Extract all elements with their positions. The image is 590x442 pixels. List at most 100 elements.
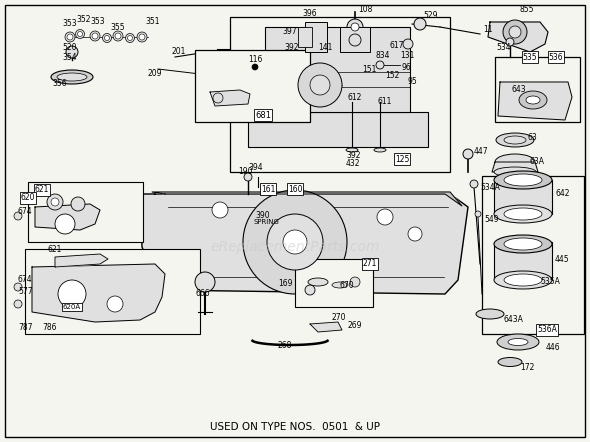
Circle shape	[475, 211, 481, 217]
Text: 269: 269	[348, 321, 362, 331]
Circle shape	[509, 26, 521, 38]
Circle shape	[65, 32, 75, 42]
Circle shape	[310, 75, 330, 95]
Text: 670: 670	[340, 281, 355, 290]
Text: 535: 535	[523, 53, 537, 61]
Bar	[340, 27, 370, 52]
Text: 201: 201	[172, 46, 186, 56]
Polygon shape	[492, 162, 538, 172]
Text: 392: 392	[346, 152, 360, 160]
Text: 397: 397	[282, 27, 297, 37]
Text: 621: 621	[35, 186, 49, 194]
Text: 152: 152	[385, 71, 399, 80]
Text: 643: 643	[512, 85, 527, 95]
Ellipse shape	[519, 91, 547, 109]
Ellipse shape	[496, 133, 534, 147]
Text: 268: 268	[278, 340, 293, 350]
Text: 855: 855	[520, 5, 535, 15]
Circle shape	[14, 212, 22, 220]
Text: 356: 356	[52, 80, 67, 88]
Circle shape	[283, 230, 307, 254]
Bar	[494, 180, 552, 214]
Text: 270: 270	[332, 312, 346, 321]
Bar	[305, 22, 327, 52]
Text: 354: 354	[62, 53, 77, 61]
Polygon shape	[310, 322, 342, 332]
Bar	[298, 27, 312, 47]
Text: 394: 394	[248, 163, 263, 171]
Circle shape	[55, 214, 75, 234]
Text: 352: 352	[76, 15, 90, 24]
Circle shape	[58, 280, 86, 308]
Bar	[25, 249, 200, 334]
Circle shape	[137, 32, 147, 42]
Bar	[482, 176, 584, 334]
Ellipse shape	[504, 238, 542, 250]
Circle shape	[503, 20, 527, 44]
Bar	[494, 242, 552, 280]
Ellipse shape	[508, 339, 528, 346]
Ellipse shape	[494, 235, 552, 253]
Text: SPRING: SPRING	[253, 219, 279, 225]
Bar	[495, 57, 580, 122]
Bar	[248, 112, 428, 147]
Text: 396: 396	[302, 9, 317, 19]
Circle shape	[103, 34, 112, 42]
Circle shape	[77, 31, 83, 37]
Circle shape	[139, 34, 145, 40]
Text: 834: 834	[375, 50, 389, 60]
Text: 141: 141	[318, 42, 332, 52]
Text: 432: 432	[346, 159, 360, 168]
Text: 151: 151	[362, 65, 376, 75]
Text: 621: 621	[48, 245, 63, 255]
Ellipse shape	[494, 271, 552, 289]
Polygon shape	[152, 192, 462, 206]
Text: 63A: 63A	[530, 157, 545, 167]
Circle shape	[14, 300, 22, 308]
Bar	[195, 50, 310, 122]
Circle shape	[349, 34, 361, 46]
Text: 577: 577	[18, 287, 32, 297]
Polygon shape	[498, 82, 572, 120]
Circle shape	[403, 39, 413, 49]
Circle shape	[195, 272, 215, 292]
Circle shape	[90, 31, 100, 41]
Text: 529: 529	[423, 11, 438, 19]
Ellipse shape	[332, 282, 348, 288]
Text: 620: 620	[21, 194, 35, 202]
Text: 549: 549	[484, 216, 499, 225]
Circle shape	[212, 202, 228, 218]
Text: 447: 447	[474, 148, 489, 156]
Circle shape	[107, 296, 123, 312]
Ellipse shape	[57, 73, 87, 81]
Text: 674: 674	[18, 275, 32, 285]
Text: 108: 108	[358, 5, 372, 15]
Circle shape	[76, 30, 84, 38]
Text: 611: 611	[378, 98, 392, 107]
Polygon shape	[210, 90, 250, 106]
Text: 131: 131	[400, 50, 414, 60]
Circle shape	[377, 209, 393, 225]
Text: 271: 271	[363, 259, 377, 268]
Circle shape	[127, 35, 133, 41]
Text: 674: 674	[18, 207, 32, 217]
Ellipse shape	[504, 136, 526, 144]
Circle shape	[213, 93, 223, 103]
Circle shape	[244, 173, 252, 181]
Text: eReplacementParts.com: eReplacementParts.com	[210, 240, 380, 254]
Circle shape	[351, 23, 359, 31]
Ellipse shape	[498, 358, 522, 366]
Text: USED ON TYPE NOS.  0501  & UP: USED ON TYPE NOS. 0501 & UP	[210, 422, 380, 432]
Text: 353: 353	[62, 19, 77, 28]
Text: 534A: 534A	[480, 183, 500, 191]
Circle shape	[126, 34, 135, 42]
Circle shape	[47, 194, 63, 210]
Circle shape	[347, 19, 363, 35]
Circle shape	[305, 285, 315, 295]
Circle shape	[92, 33, 98, 39]
Text: 446: 446	[546, 343, 560, 351]
Circle shape	[298, 63, 342, 107]
Circle shape	[104, 35, 110, 41]
Text: 617: 617	[390, 41, 405, 50]
Ellipse shape	[494, 171, 552, 189]
